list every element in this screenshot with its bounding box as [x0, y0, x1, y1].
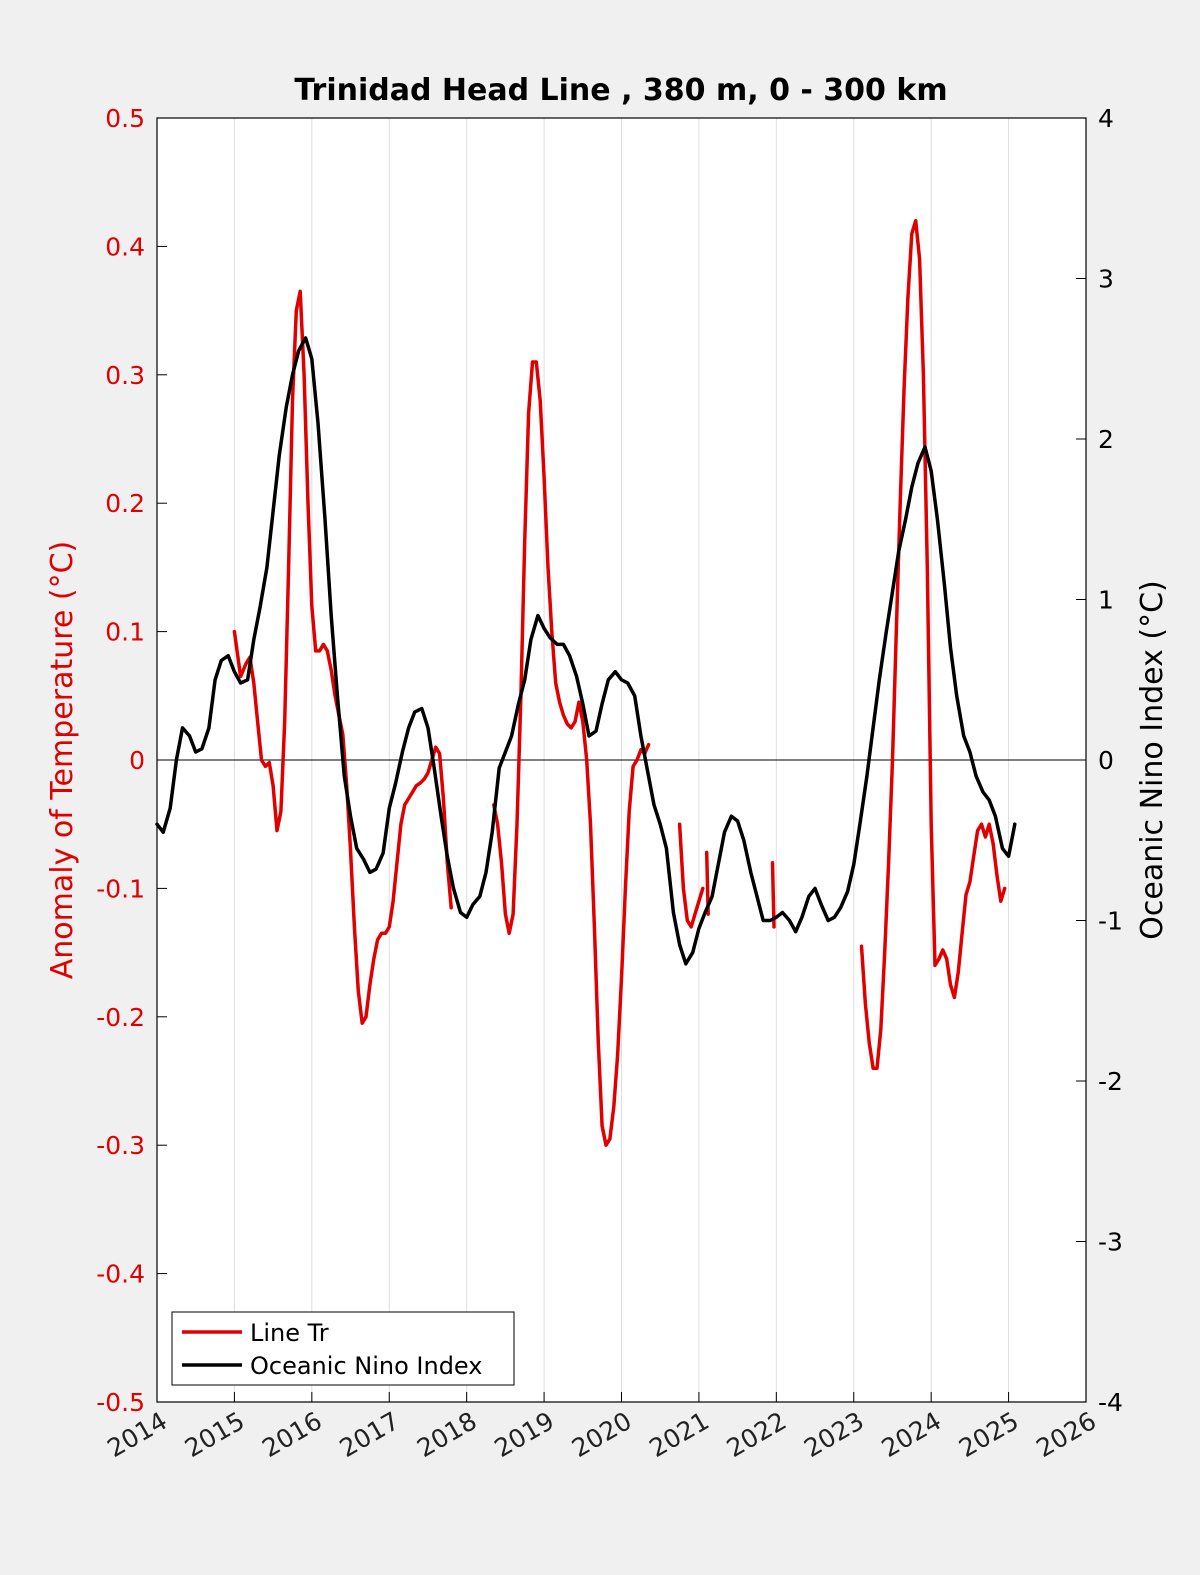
- right-y-tick-label: -3: [1098, 1228, 1123, 1257]
- x-tick-label: 2020: [567, 1406, 637, 1463]
- right-y-tick-label: -2: [1098, 1067, 1123, 1096]
- series-oceanic-nino-index: [155, 336, 1017, 966]
- x-tick-label: 2018: [412, 1406, 482, 1463]
- x-tick-label: 2024: [877, 1406, 947, 1463]
- left-y-tick-label: 0.2: [105, 489, 145, 518]
- right-y-tick-label: 0: [1098, 746, 1114, 775]
- x-tick-label: 2022: [722, 1406, 792, 1463]
- x-tick-label: 2023: [799, 1406, 869, 1463]
- chart-title: Trinidad Head Line , 380 m, 0 - 300 km: [294, 73, 947, 108]
- series-line-tr: [859, 218, 1007, 1070]
- series-line-tr: [492, 360, 651, 1147]
- right-y-axis-label: Oceanic Nino Index (°C): [1135, 580, 1170, 940]
- legend-label-oni: Oceanic Nino Index: [250, 1352, 482, 1380]
- right-y-tick-label: -1: [1098, 907, 1123, 936]
- series-line-tr: [770, 860, 776, 929]
- right-y-tick-label: 1: [1098, 586, 1114, 615]
- series-line-tr: [232, 289, 453, 1025]
- left-y-tick-label: -0.4: [96, 1260, 145, 1289]
- x-tick-label: 2016: [257, 1406, 327, 1463]
- right-y-tick-label: 3: [1098, 265, 1114, 294]
- series-line-tr: [677, 822, 705, 929]
- left-y-tick-label: -0.1: [96, 874, 145, 903]
- left-y-tick-label: 0.4: [105, 232, 145, 261]
- left-y-tick-label: -0.3: [96, 1131, 145, 1160]
- left-y-tick-label: -0.2: [96, 1003, 145, 1032]
- left-y-tick-label: -0.5: [96, 1388, 145, 1417]
- x-tick-label: 2025: [954, 1406, 1024, 1463]
- right-y-tick-label: 4: [1098, 104, 1114, 133]
- legend-box: [171, 1311, 515, 1386]
- left-y-tick-label: 0.5: [105, 104, 145, 133]
- right-y-tick-label: -4: [1098, 1388, 1123, 1417]
- left-y-tick-label: 0: [129, 746, 145, 775]
- x-tick-label: 2019: [489, 1406, 559, 1463]
- legend-label-line-tr: Line Tr: [250, 1319, 329, 1347]
- x-tick-label: 2015: [180, 1406, 250, 1463]
- x-tick-label: 2026: [1031, 1406, 1101, 1463]
- left-y-tick-label: 0.3: [105, 361, 145, 390]
- left-y-tick-label: 0.1: [105, 618, 145, 647]
- x-tick-label: 2021: [644, 1406, 714, 1463]
- right-y-tick-label: 2: [1098, 425, 1114, 454]
- series-group: [155, 218, 1017, 1147]
- x-tick-label: 2017: [335, 1406, 405, 1463]
- left-y-axis-label: Anomaly of Temperature (°C): [45, 541, 80, 980]
- legend: Line Tr Oceanic Nino Index: [171, 1311, 515, 1386]
